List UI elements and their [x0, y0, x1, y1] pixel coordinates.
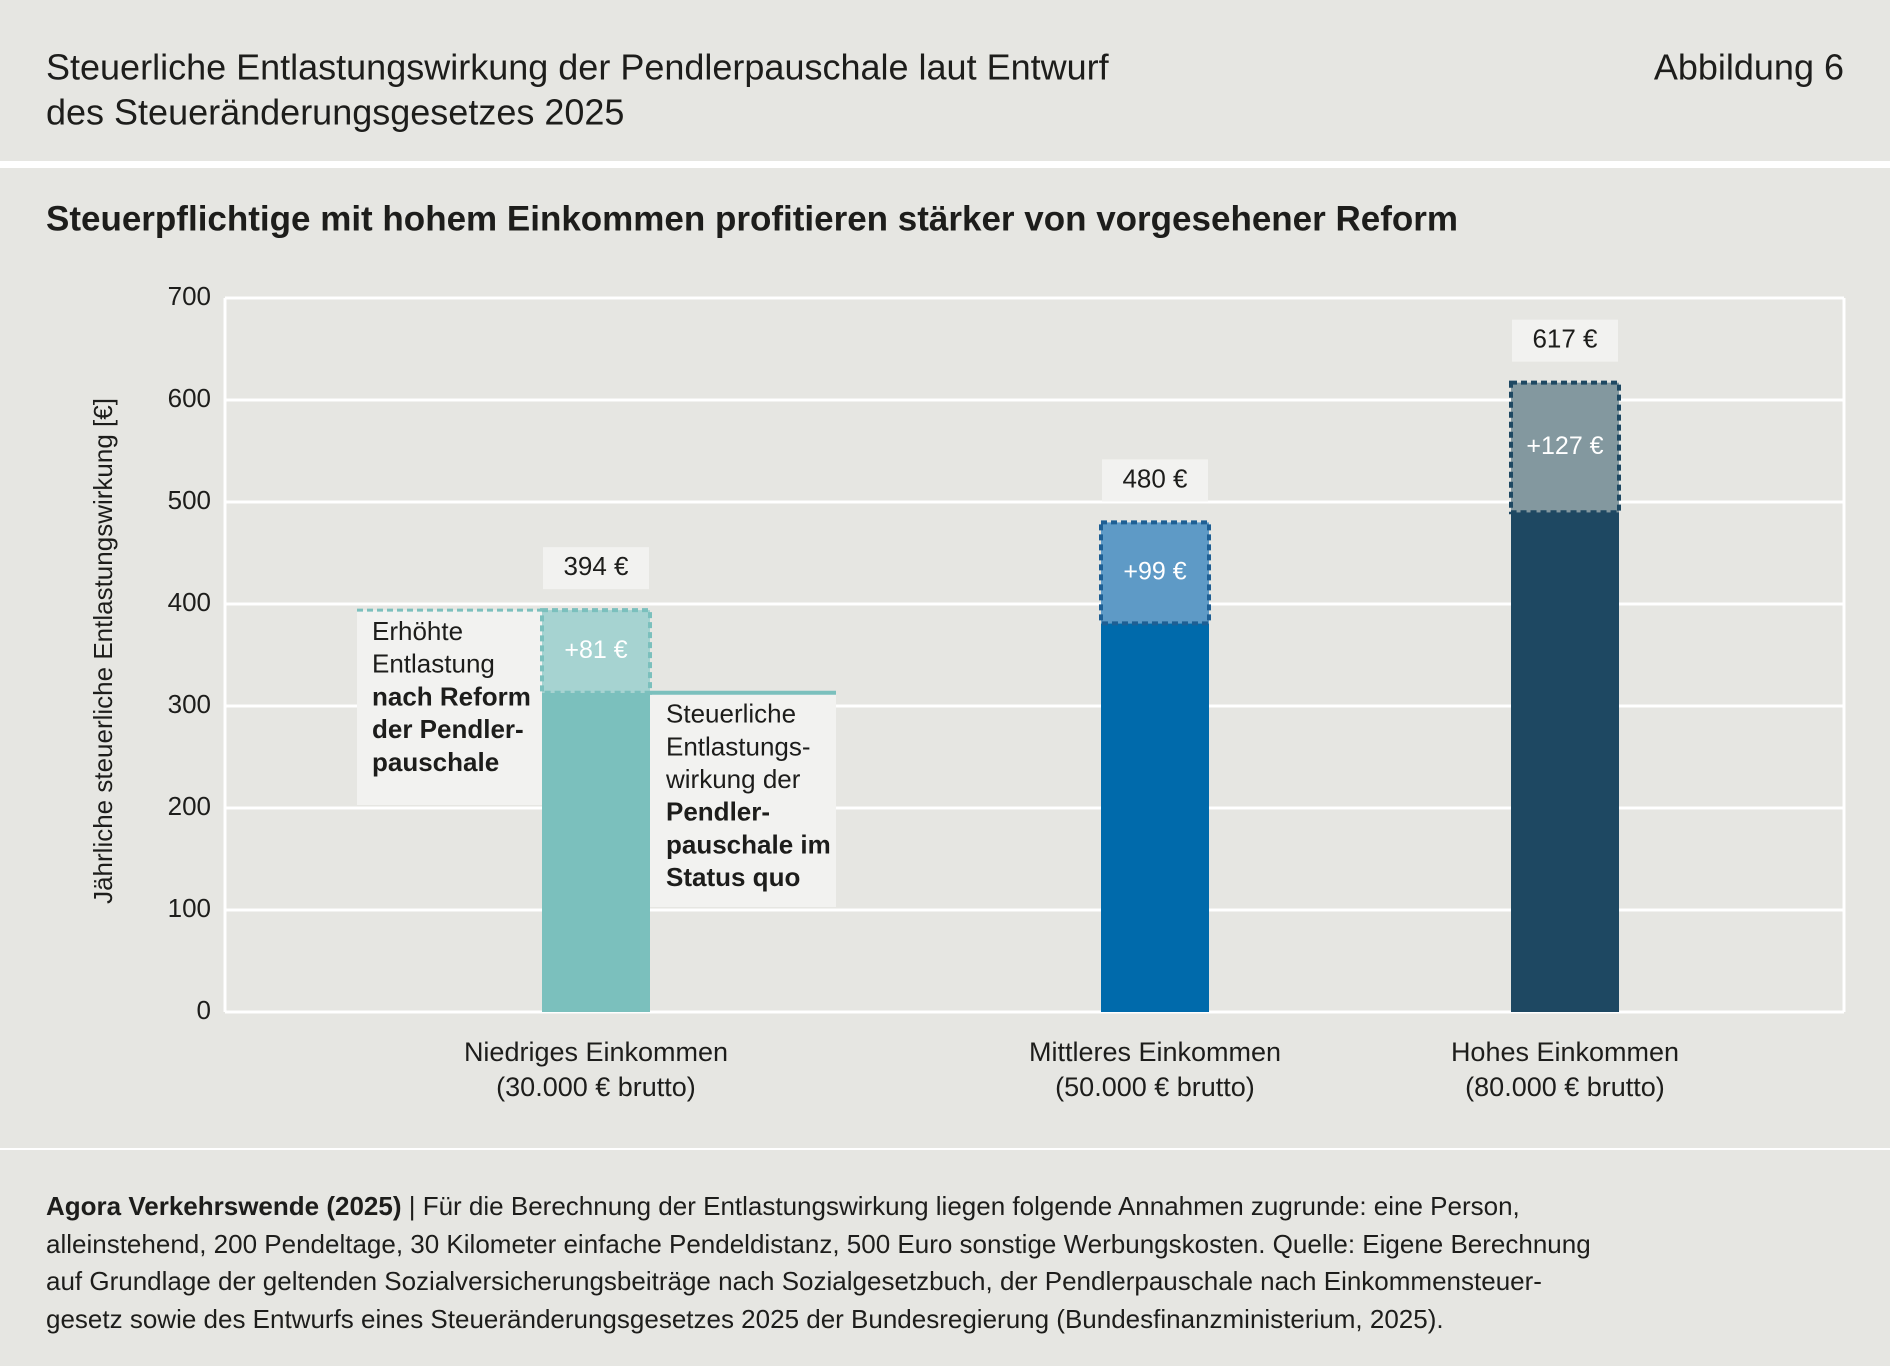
- value-label: +127 €: [1526, 432, 1603, 460]
- footer: Agora Verkehrswende (2025) | Für die Ber…: [46, 1188, 1591, 1338]
- value-label: +99 €: [1123, 557, 1186, 585]
- x-tick-label: Niedriges Einkommen: [464, 1037, 728, 1067]
- x-tick-label: Hohes Einkommen: [1451, 1037, 1679, 1067]
- bar: [1511, 512, 1619, 1012]
- value-label: +81 €: [564, 636, 627, 664]
- y-axis-label: Jährliche steuerliche Entlastungswirkung…: [88, 398, 118, 904]
- total-label: 394 €: [563, 551, 629, 581]
- bar: [1509, 380, 1621, 515]
- annotation-text: nach Reform: [372, 681, 531, 711]
- annotation-text: Pendler-: [666, 797, 770, 827]
- y-tick-label: 200: [168, 791, 211, 821]
- y-tick-label: 300: [168, 689, 211, 719]
- footer-text: alleinstehend, 200 Pendeltage, 30 Kilome…: [46, 1228, 1591, 1259]
- footer-line: alleinstehend, 200 Pendeltage, 30 Kilome…: [46, 1226, 1591, 1264]
- footer-text: auf Grundlage der geltenden Sozialversic…: [46, 1266, 1542, 1296]
- annotation-text: pauschale im: [666, 829, 831, 859]
- total-label-box: [1102, 459, 1208, 502]
- total-label: 617 €: [1532, 324, 1598, 354]
- bar: [1099, 520, 1211, 626]
- annotation-text: wirkung der: [665, 764, 801, 794]
- total-label-box: [1512, 319, 1618, 362]
- chart-title: Steuerpflichtige mit hohem Einkommen pro…: [46, 199, 1458, 238]
- annotation-box: [357, 610, 542, 805]
- y-tick-label: 0: [197, 995, 211, 1025]
- footer-line: auf Grundlage der geltenden Sozialversic…: [46, 1263, 1591, 1301]
- bar: [1101, 623, 1209, 1012]
- x-tick-note: (50.000 € brutto): [1055, 1072, 1255, 1102]
- bar: [540, 608, 652, 695]
- footer-text: gesetz sowie des Entwurfs eines Steuerän…: [46, 1303, 1444, 1334]
- footer-text: | Für die Berechnung der Entlastungswirk…: [408, 1191, 1520, 1221]
- annotation-text: Entlastungs-: [666, 731, 811, 761]
- annotation-box: [650, 692, 836, 907]
- bar: [542, 692, 650, 1012]
- annotation-text: pauschale: [372, 747, 499, 777]
- x-tick-label: Mittleres Einkommen: [1029, 1037, 1281, 1067]
- header-title: des Steueränderungsgesetzes 2025: [46, 92, 624, 133]
- total-label-box: [543, 547, 649, 590]
- y-tick-label: 600: [168, 383, 211, 413]
- annotation-text: Status quo: [666, 862, 800, 892]
- annotation-text: der Pendler-: [372, 714, 524, 744]
- footer-line: gesetz sowie des Entwurfs eines Steuerän…: [46, 1301, 1591, 1339]
- annotation-text: Steuerliche: [666, 699, 796, 729]
- separator: [0, 1148, 1890, 1150]
- y-tick-label: 100: [168, 893, 211, 923]
- footer-source: Agora Verkehrswende (2025): [46, 1191, 402, 1221]
- annotation-text: Erhöhte: [372, 616, 463, 646]
- x-tick-note: (80.000 € brutto): [1465, 1072, 1665, 1102]
- figure-label: Abbildung 6: [1654, 47, 1844, 88]
- annotation-text: Entlastung: [372, 649, 495, 679]
- header-title: Steuerliche Entlastungswirkung der Pendl…: [46, 47, 1110, 88]
- total-label: 480 €: [1122, 463, 1188, 493]
- y-tick-label: 400: [168, 587, 211, 617]
- footer-line: Agora Verkehrswende (2025) | Für die Ber…: [46, 1188, 1591, 1226]
- separator: [0, 161, 1890, 168]
- x-tick-note: (30.000 € brutto): [496, 1072, 696, 1102]
- chart: Steuerliche Entlastungswirkung der Pendl…: [0, 47, 1890, 1150]
- y-tick-label: 500: [168, 485, 211, 515]
- y-tick-label: 700: [168, 281, 211, 311]
